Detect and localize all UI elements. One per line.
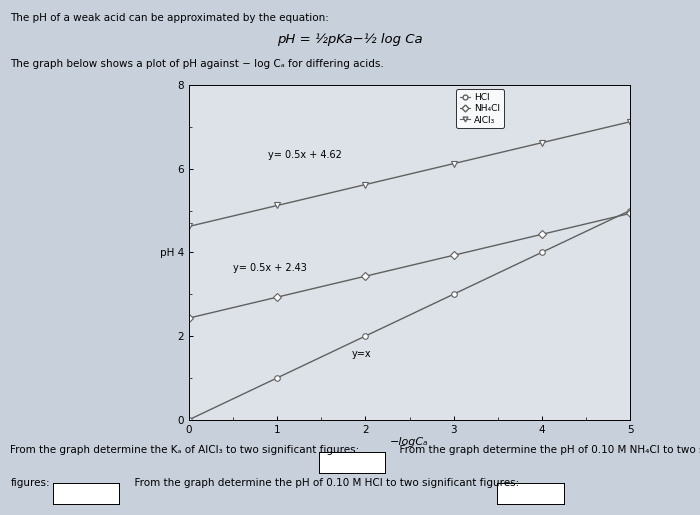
X-axis label: −logCₐ: −logCₐ	[391, 437, 428, 448]
Text: The pH of a weak acid can be approximated by the equation:: The pH of a weak acid can be approximate…	[10, 13, 330, 23]
Legend: HCl, NH₄Cl, AlCl₃: HCl, NH₄Cl, AlCl₃	[456, 90, 503, 128]
Text: y=x: y=x	[352, 349, 372, 359]
Text: From the graph determine the pH of 0.10 M NH₄Cl to two si: From the graph determine the pH of 0.10 …	[393, 445, 700, 455]
Text: pH = ½pKa−½ log Ca: pH = ½pKa−½ log Ca	[277, 33, 423, 46]
Text: y= 0.5x + 2.43: y= 0.5x + 2.43	[233, 263, 307, 273]
Text: From the graph determine the Kₐ of AlCl₃ to two significant figures:: From the graph determine the Kₐ of AlCl₃…	[10, 445, 360, 455]
Text: The graph below shows a plot of pH against − log Cₐ for differing acids.: The graph below shows a plot of pH again…	[10, 59, 384, 69]
Text: figures:: figures:	[10, 478, 50, 488]
Text: From the graph determine the pH of 0.10 M HCl to two significant figures:: From the graph determine the pH of 0.10 …	[128, 478, 519, 488]
Text: y= 0.5x + 4.62: y= 0.5x + 4.62	[268, 150, 342, 160]
